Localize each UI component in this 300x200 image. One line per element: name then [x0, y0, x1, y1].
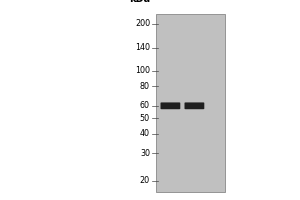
Text: 30: 30 [140, 149, 150, 158]
Text: 100: 100 [135, 66, 150, 75]
Text: 140: 140 [135, 43, 150, 52]
Text: 200: 200 [135, 19, 150, 28]
Text: 40: 40 [140, 129, 150, 138]
Text: B: B [194, 0, 200, 2]
FancyBboxPatch shape [160, 102, 180, 109]
Text: kDa: kDa [129, 0, 150, 4]
Text: 20: 20 [140, 176, 150, 185]
Bar [156, 14, 225, 192]
FancyBboxPatch shape [184, 102, 204, 109]
Text: A: A [169, 0, 175, 2]
Text: 50: 50 [140, 114, 150, 123]
Text: 80: 80 [140, 82, 150, 91]
Text: 60: 60 [140, 101, 150, 110]
